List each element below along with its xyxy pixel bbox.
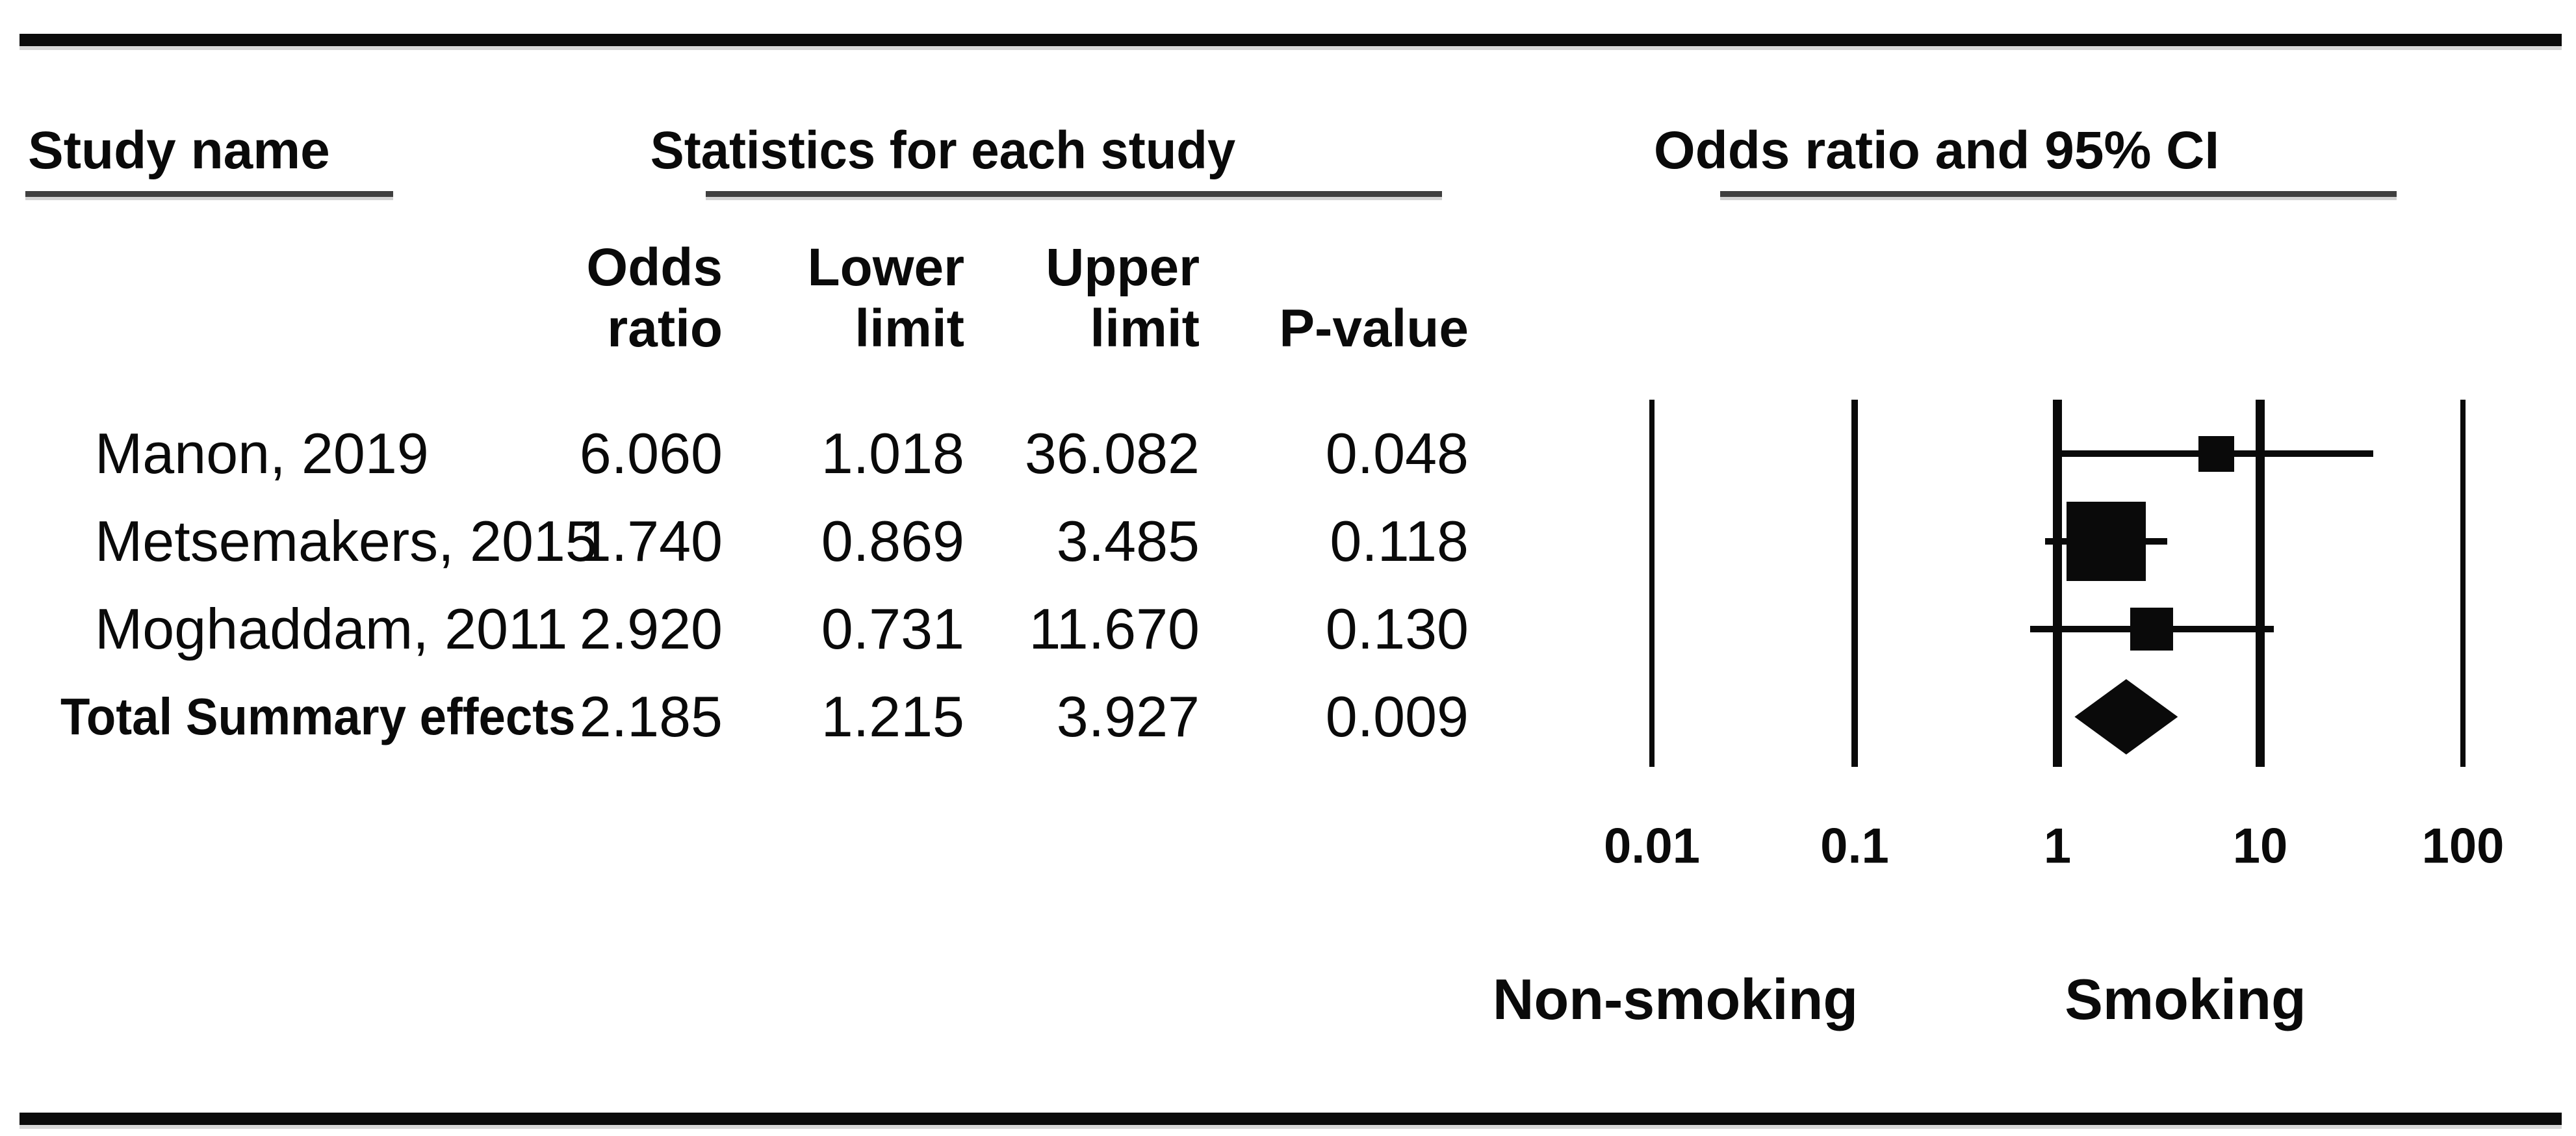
lower-column-header-line1: Lower [807,238,964,297]
lower-limit-value: 0.731 [821,597,964,661]
upper-column-header-line1: Upper [1046,238,1200,297]
study-name-cell: Moghaddam, 2011 [95,597,568,661]
odds-ratio-value: 6.060 [579,421,723,485]
odds-ratio-ci-header: Odds ratio and 95% CI [1653,121,2220,180]
upper-limit-value: 3.927 [1056,684,1200,749]
study-name-cell: Metsemakers, 2015 [95,509,597,573]
lower-limit-value: 1.215 [821,684,964,749]
upper-limit-value: 11.670 [1029,597,1200,661]
pvalue-value: 0.009 [1325,684,1469,749]
or-point-1 [2198,435,2234,472]
gridline-0.01 [1649,400,1655,767]
axis-tick-label: 0.01 [1604,818,1700,874]
smoking-label: Smoking [2065,967,2306,1031]
pvalue-value: 0.118 [1330,509,1469,573]
statistics-header: Statistics for each study [650,121,1236,180]
lower-limit-value: 1.018 [821,421,964,485]
summary-diamond [2074,679,2178,755]
total-summary-label: Total Summary effects [60,688,576,745]
top-rule [19,34,2562,46]
pvalue-column-header: P-value [1279,299,1469,358]
pvalue-value: 0.130 [1325,597,1469,661]
axis-tick-label: 100 [2421,818,2505,874]
upper-column-header-line2: limit [1090,299,1200,358]
gridline-0.1 [1851,400,1858,767]
upper-limit-value: 3.485 [1056,509,1200,573]
non-smoking-label: Non-smoking [1492,967,1859,1031]
lower-column-header-line2: limit [855,299,964,358]
gridline-1 [2053,400,2062,767]
study-name-header: Study name [28,121,330,180]
bottom-rule [19,1113,2562,1125]
lower-limit-value: 0.869 [821,509,964,573]
gridline-10 [2256,400,2265,767]
or-point-3 [2130,608,2174,651]
odds-ratio-value: 2.185 [579,684,723,749]
odds-ratio-value: 1.740 [579,509,723,573]
pvalue-value: 0.048 [1325,421,1469,485]
or-point-2 [2067,502,2146,581]
statistics-underline [706,191,1442,197]
odds-ratio-ci-underline [1720,191,2397,197]
study-name-underline [25,191,393,197]
axis-tick-label: 1 [2043,818,2072,874]
upper-limit-value: 36.082 [1024,421,1200,485]
axis-tick-label: 10 [2232,818,2288,874]
axis-tick-label: 0.1 [1820,818,1889,874]
odds-ratio-value: 2.920 [579,597,723,661]
odds-column-header-line1: Odds [586,238,723,297]
gridline-100 [2460,400,2466,767]
study-name-cell: Manon, 2019 [95,421,429,485]
odds-column-header-line2: ratio [607,299,723,358]
